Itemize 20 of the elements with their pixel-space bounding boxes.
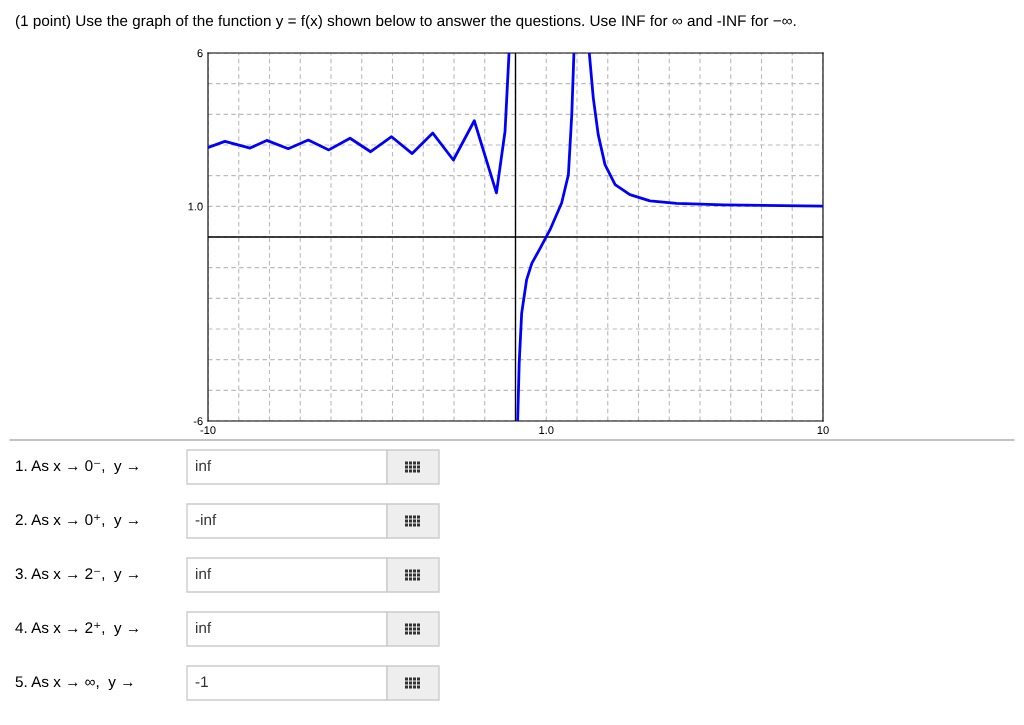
text: inf (196, 459, 212, 471)
y-tick-label: 1.0 (188, 202, 203, 211)
line-series (516, 53, 576, 421)
text: 5. As x → ∞, y → (15, 676, 133, 691)
text: inf (196, 621, 212, 633)
x-tick-label: 10 (817, 426, 829, 435)
x-tick-label: -10 (200, 426, 216, 435)
text: 1. As x → 0⁻, y → (16, 460, 138, 475)
y-tick-label: 6 (197, 49, 203, 58)
text: 2. As x → 0⁺, y → (15, 514, 138, 529)
line-series (208, 53, 511, 195)
text: 3. As x → 2⁻, y → (15, 568, 138, 583)
chart-title: (1 point) Use the graph of the function y = f(x) shown below to answer the questions. Use INF for ∞ and -INF for −∞. (15, 14, 796, 30)
text: -inf (195, 513, 217, 525)
line-series (587, 53, 823, 208)
x-tick-label: 1.0 (539, 426, 554, 435)
text: -1 (195, 676, 208, 687)
y-tick-label: -6 (193, 417, 203, 426)
text: 4. As x → 2⁺, y → (15, 622, 138, 637)
text: inf (196, 567, 212, 579)
